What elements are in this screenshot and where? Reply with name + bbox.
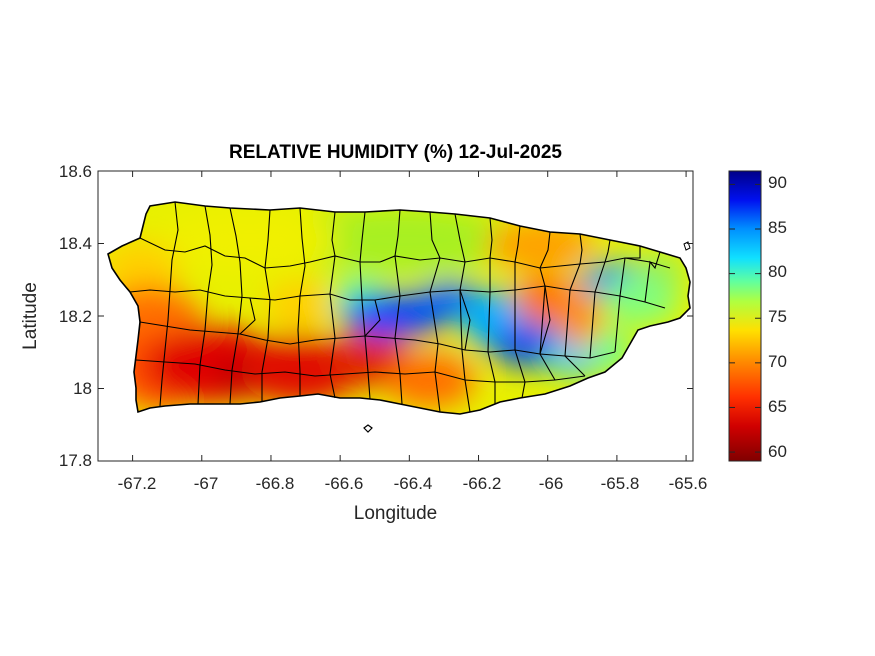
y-tick-label: 18.4 [58, 234, 92, 253]
axis-tick-marks [98, 170, 693, 462]
colorbar-tick-label: 70 [768, 352, 787, 371]
colorbar-tick-label: 60 [768, 442, 787, 461]
x-tick-label: -66 [538, 474, 564, 493]
x-tick-label: -66.8 [255, 474, 295, 493]
y-tick-label: 18 [73, 379, 92, 398]
y-tick-label: 18.2 [58, 307, 92, 326]
x-tick-label: -67.2 [117, 474, 157, 493]
y-axis-label: Latitude [20, 282, 41, 350]
x-tick-label: -66.4 [393, 474, 433, 493]
municipality-boundaries [129, 201, 671, 413]
colorbar-tick-label: 85 [768, 218, 787, 237]
small-island [683, 241, 691, 251]
humidity-field [108, 202, 690, 414]
map-title: RELATIVE HUMIDITY (%) 12-Jul-2025 [229, 142, 562, 163]
x-tick-label: -65.8 [600, 474, 640, 493]
y-tick-label: 17.8 [58, 451, 92, 470]
x-tick-label: -65.6 [668, 474, 708, 493]
x-axis-label: Longitude [353, 503, 438, 524]
x-tick-label: -67 [193, 474, 219, 493]
colorbar-tick-label: 80 [768, 262, 787, 281]
x-tick-label: -66.2 [462, 474, 502, 493]
small-island [363, 424, 373, 433]
coastline [107, 201, 691, 415]
y-tick-label: 18.6 [58, 162, 92, 181]
colorbar-tick-label: 90 [768, 173, 787, 192]
x-tick-label: -66.6 [324, 474, 364, 493]
colorbar-tick-marks [729, 183, 761, 453]
colorbar-tick-label: 65 [768, 397, 787, 416]
colorbar [728, 170, 762, 462]
colorbar-tick-label: 75 [768, 307, 787, 326]
